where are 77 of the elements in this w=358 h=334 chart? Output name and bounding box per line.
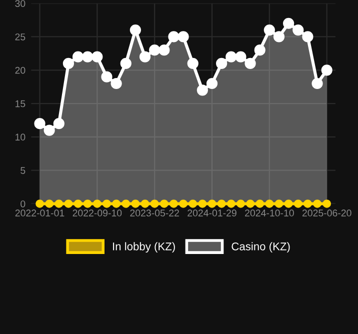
legend-label: Casino (KZ) [232,242,290,253]
x-tick-label: 2024-10-10 [245,210,294,216]
point [265,200,274,208]
point [45,200,54,208]
point [244,58,256,70]
point [226,51,237,62]
point [158,44,170,56]
point [110,78,122,90]
point [217,200,226,208]
x-tick-label: 2022-01-01 [15,210,64,216]
point [178,31,189,42]
y-tick-label: 15 [16,100,26,108]
point [64,200,73,208]
point [34,118,46,130]
point [140,200,150,208]
point [102,200,111,208]
point [246,200,254,208]
point [198,200,207,208]
point [304,200,312,208]
point [170,200,178,208]
point [82,51,94,62]
point [168,31,180,42]
y-tick-label: 25 [15,33,26,40]
point [36,200,44,208]
point [112,200,120,208]
point [92,51,103,62]
point [150,200,159,208]
point [74,200,82,208]
point [149,44,160,56]
point [256,200,264,208]
point [312,78,323,90]
point [235,51,246,62]
point [83,200,92,208]
point [53,118,64,130]
x-tick-label: 2025-06-20 [302,210,352,216]
point [226,200,236,208]
point [62,58,74,70]
point [236,200,245,208]
point [122,200,130,208]
y-tick-label: 0 [20,200,26,208]
x-tick-label: 2022-09-10 [72,210,122,216]
point [120,58,132,70]
y-tick-label: 20 [15,66,26,74]
point [283,18,294,29]
x-tick-label: 2024-01-29 [188,210,236,216]
point [188,200,198,208]
point [101,71,112,82]
point [216,58,228,70]
point [284,200,293,208]
point [264,24,275,36]
point [187,58,198,70]
y-tick-label: 5 [20,167,26,174]
point [292,24,304,36]
point [179,200,188,208]
point [206,78,218,90]
point [139,51,151,62]
point [208,200,216,208]
point [54,200,64,208]
point [274,200,284,208]
x-tick-label: 2023-05-22 [130,210,179,216]
point [322,200,331,208]
point [321,64,332,76]
point [131,200,140,208]
point [302,31,314,42]
point [294,200,302,208]
point [44,124,55,136]
point [72,51,84,62]
legend-label: In lobby (KZ) [113,242,175,253]
point [93,200,102,208]
point [273,31,285,42]
point [130,24,142,36]
point [160,200,168,208]
point [196,84,208,96]
point [313,200,322,208]
y-tick-label: 30 [15,0,26,7]
point [254,44,266,56]
y-tick-label: 10 [16,134,26,141]
